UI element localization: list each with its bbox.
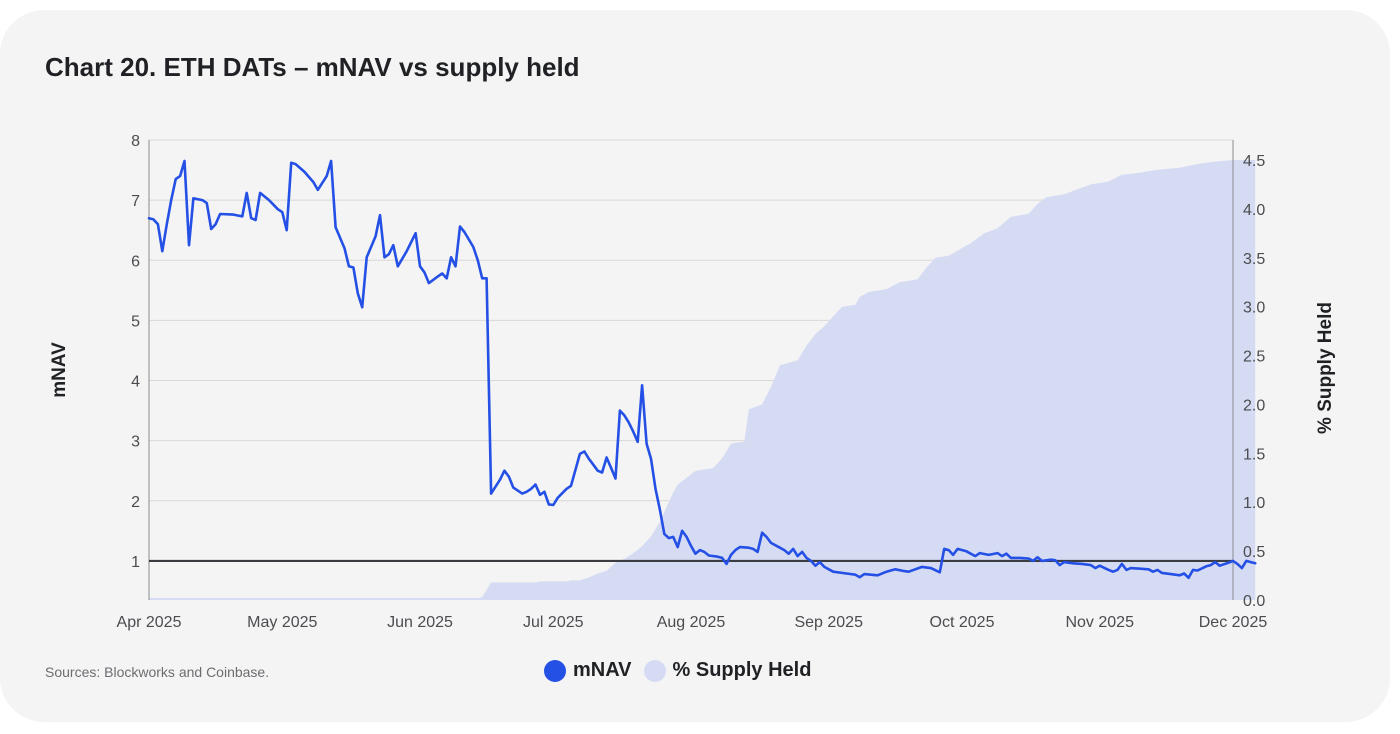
y-right-tick-0.5: 0.5 [1243, 544, 1265, 561]
mnav-line [147, 159, 1257, 580]
legend-label-supply: % Supply Held [672, 659, 812, 681]
y-left-tick-5: 5 [131, 313, 140, 330]
y-right-tick-4.0: 4.0 [1243, 202, 1265, 219]
legend-swatch-mnav [544, 659, 566, 682]
x-tick-0: Apr 2025 [117, 614, 182, 631]
source-note: Sources: Blockworks and Coinbase. [45, 664, 270, 680]
legend-item-mnav: mNAV [544, 659, 632, 682]
legend-swatch-supply [643, 659, 666, 682]
y-left-tick-6: 6 [131, 253, 140, 270]
x-tick-7: Nov 2025 [1065, 614, 1134, 631]
chart-legend: mNAV % Supply Held [544, 659, 811, 682]
y-right-tick-1.5: 1.5 [1243, 446, 1265, 463]
x-tick-5: Sep 2025 [794, 614, 863, 631]
legend-item-supply: % Supply Held [643, 659, 812, 682]
x-tick-1: May 2025 [247, 614, 317, 631]
supply-held-area [149, 160, 1256, 600]
x-tick-6: Oct 2025 [930, 614, 995, 631]
y-right-tick-2.5: 2.5 [1243, 349, 1265, 366]
y-right-tick-3.0: 3.0 [1243, 300, 1265, 317]
y-right-tick-3.5: 3.5 [1243, 251, 1265, 268]
x-tick-3: Jul 2025 [523, 614, 584, 631]
y-left-tick-2: 2 [131, 494, 140, 511]
y-left-tick-1: 1 [131, 554, 140, 571]
y-left-tick-4: 4 [131, 374, 140, 391]
x-tick-4: Aug 2025 [657, 614, 726, 631]
x-tick-8: Dec 2025 [1199, 614, 1268, 631]
legend-label-mnav: mNAV [573, 659, 632, 681]
y-right-tick-2.0: 2.0 [1243, 397, 1265, 414]
y-right-tick-1.0: 1.0 [1243, 495, 1265, 512]
chart-title: Chart 20. ETH DATs – mNAV vs supply held [45, 52, 580, 82]
x-tick-2: Jun 2025 [387, 614, 453, 631]
y-right-tick-0.0: 0.0 [1243, 593, 1265, 610]
y-left-tick-7: 7 [131, 193, 140, 210]
y-left-tick-8: 8 [131, 133, 140, 150]
y-right-tick-4.5: 4.5 [1243, 153, 1265, 170]
y-left-tick-3: 3 [131, 434, 140, 451]
